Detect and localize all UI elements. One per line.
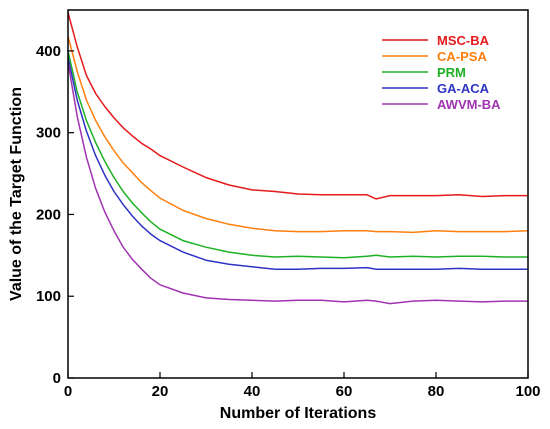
- legend-label-ga-aca: GA-ACA: [437, 81, 490, 96]
- x-tick-label: 60: [336, 383, 353, 400]
- series-line-prm: [67, 50, 528, 259]
- y-tick-label: 0: [53, 370, 61, 387]
- legend-label-ca-psa: CA-PSA: [437, 49, 487, 64]
- legend-label-prm: PRM: [437, 65, 466, 80]
- x-axis-title: Number of Iterations: [220, 405, 377, 422]
- y-axis-title: Value of the Target Function: [8, 87, 25, 301]
- x-tick-label: 100: [515, 383, 540, 400]
- x-tick-label: 0: [64, 383, 72, 400]
- series-line-msc-ba: [67, 12, 528, 200]
- y-tick-label: 400: [36, 43, 61, 60]
- series-line-ca-psa: [67, 36, 529, 234]
- legend-label-msc-ba: MSC-BA: [437, 33, 490, 48]
- series-line-awvm-ba: [67, 62, 528, 305]
- x-tick-label: 80: [428, 383, 445, 400]
- y-tick-label: 300: [36, 125, 61, 142]
- y-tick-label: 200: [36, 206, 61, 223]
- series-line-ga-aca: [67, 57, 528, 270]
- axis-ticks: 0 20 40 60 80 100 0 100 200 300 400: [36, 43, 541, 400]
- x-tick-label: 40: [244, 383, 261, 400]
- plot-lines: [67, 12, 529, 305]
- legend-label-awvm-ba: AWVM-BA: [437, 97, 501, 112]
- y-tick-label: 100: [36, 288, 61, 305]
- x-tick-label: 20: [152, 383, 169, 400]
- plot-frame: [67, 9, 529, 379]
